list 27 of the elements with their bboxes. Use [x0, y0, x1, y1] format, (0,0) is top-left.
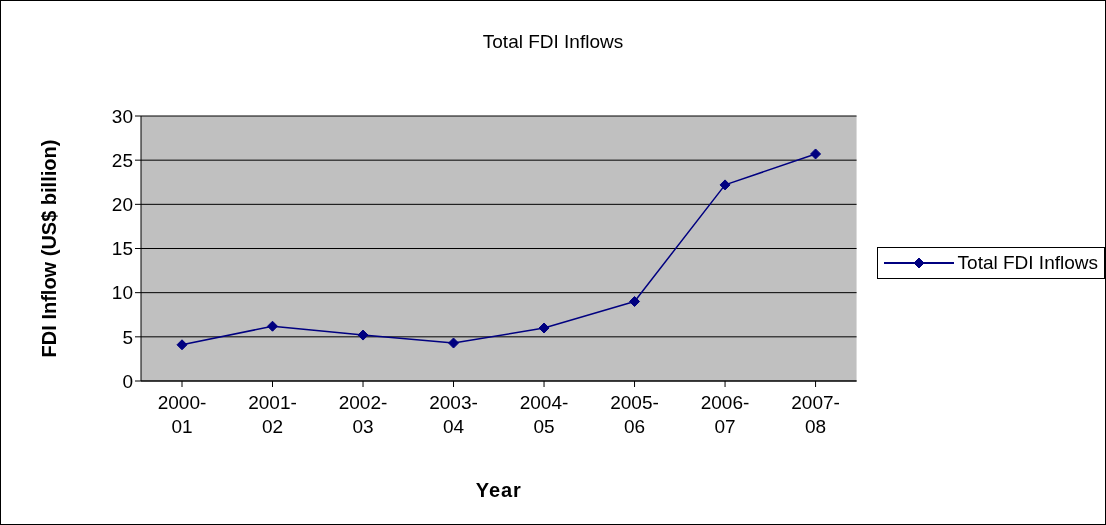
x-tick-label: 2000-01: [157, 392, 207, 437]
point: [629, 296, 641, 307]
x-tick-label: 2003-04: [429, 392, 478, 437]
point: [810, 148, 822, 160]
point: [267, 320, 279, 332]
x-tick-label: 2007-08: [791, 392, 840, 437]
x-tick-label: 2004-05: [519, 392, 569, 437]
point: [719, 179, 731, 191]
point: [357, 329, 369, 341]
x-axis-title: Year: [475, 479, 522, 501]
point: [448, 337, 460, 349]
chart-title: Total FDI Inflows: [481, 31, 625, 53]
legend-label: Total FDI Inflows: [957, 251, 1098, 274]
point: [176, 339, 188, 351]
y-tick-label: 20: [111, 194, 133, 216]
x-tick-label: 2001-02: [248, 392, 297, 437]
point: [538, 322, 550, 334]
y-tick-label: 0: [122, 370, 133, 392]
x-tick-label: 2006-07: [700, 392, 750, 437]
y-tick-label: 25: [111, 149, 133, 171]
y-tick-label: 10: [111, 282, 133, 304]
y-tick-label: 5: [122, 326, 133, 348]
y-tick-label: 30: [111, 105, 133, 127]
x-tick-label: 2002-03: [338, 392, 388, 437]
y-tick-label: 15: [111, 238, 133, 260]
x-tick-label: 2005-06: [610, 392, 659, 437]
y-axis-title: FDI Inflow (US$ billion): [38, 139, 61, 358]
